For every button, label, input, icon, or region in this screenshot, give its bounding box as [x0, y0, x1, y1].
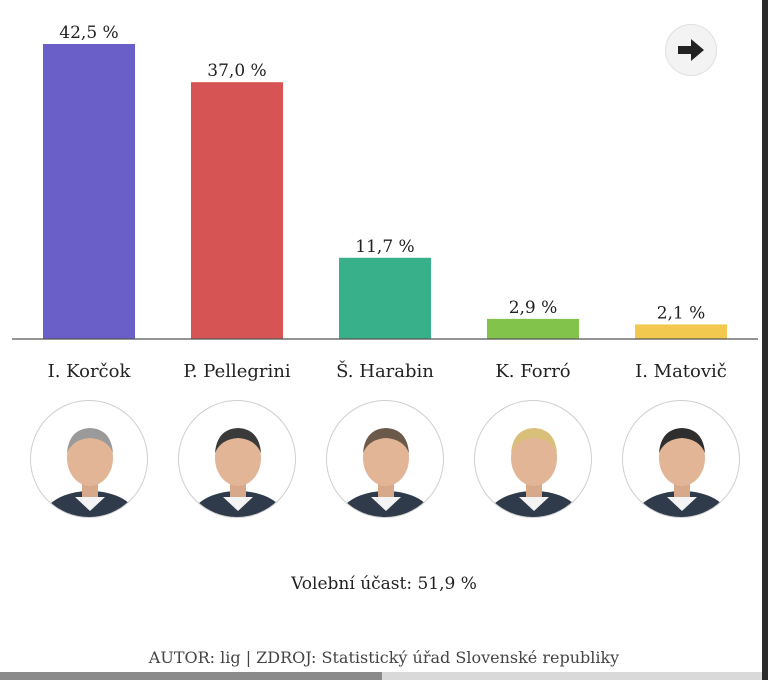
- source-credit: AUTOR: lig | ZDROJ: Statistický úřad Slo…: [148, 648, 620, 667]
- candidate-portrait: [474, 400, 592, 518]
- candidate-portrait: [30, 400, 148, 518]
- bar-5: [635, 324, 727, 339]
- bar-3: [339, 257, 431, 339]
- person-portrait-icon: [488, 428, 580, 517]
- person-portrait-icon: [636, 428, 728, 517]
- candidate-portrait: [326, 400, 444, 518]
- person-portrait-icon: [192, 428, 284, 517]
- arrow-right-icon: [678, 39, 704, 61]
- turnout-note: Volební účast: 51,9 %: [291, 574, 477, 594]
- next-chart-button[interactable]: [665, 24, 717, 76]
- value-label: 2,9 %: [509, 298, 558, 318]
- bar-2: [191, 82, 283, 340]
- candidate-name-label: K. Forró: [495, 361, 570, 382]
- value-label: 42,5 %: [59, 23, 118, 43]
- bar-4: [487, 318, 579, 339]
- bar-1: [43, 44, 135, 339]
- value-label: 11,7 %: [355, 237, 414, 257]
- candidate-name-label: Š. Harabin: [336, 359, 434, 382]
- candidate-name-label: I. Matovič: [635, 361, 727, 382]
- value-label: 2,1 %: [657, 303, 706, 323]
- window-edge: [762, 0, 768, 680]
- value-label: 37,0 %: [207, 61, 266, 81]
- person-portrait-icon: [340, 428, 432, 517]
- person-portrait-icon: [44, 428, 136, 517]
- candidate-name-label: I. Korčok: [48, 361, 132, 382]
- candidate-portrait: [622, 400, 740, 518]
- candidate-name-label: P. Pellegrini: [183, 361, 291, 382]
- horizontal-scrollbar-thumb[interactable]: [0, 672, 382, 680]
- bar-chart: 42,5 % 37,0 % 11,7 % 2,9 % 2,1 % I. Korčok P.…: [12, 23, 758, 382]
- candidate-portrait: [178, 400, 296, 518]
